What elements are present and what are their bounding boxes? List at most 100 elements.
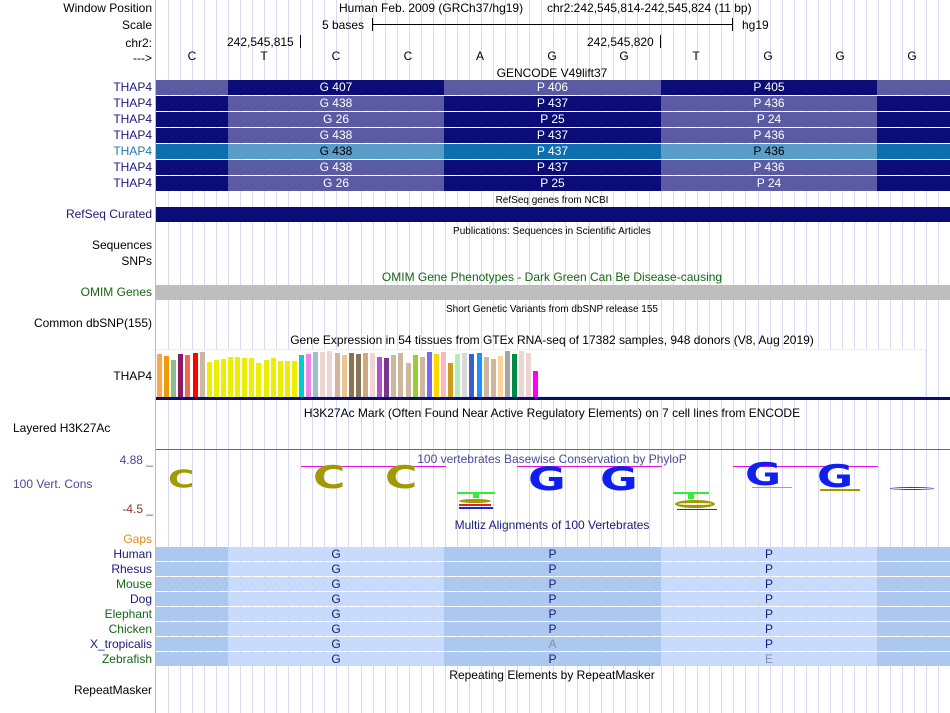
gencode-transcript[interactable]: G 26 P 25 P 24 — [156, 176, 950, 191]
gencode-transcript[interactable]: G 407 P 406 P 405 — [156, 80, 950, 95]
gtex-tissue-bar[interactable] — [348, 353, 354, 397]
gtex-tissue-bar[interactable] — [306, 354, 312, 397]
gencode-transcript[interactable]: G 438 P 437 P 436 — [156, 160, 950, 175]
codon-partial[interactable] — [877, 112, 950, 127]
gtex-tissue-bar[interactable] — [341, 355, 347, 397]
codon-label[interactable]: G 26 — [228, 176, 444, 191]
gencode-row-label[interactable]: THAP4 — [113, 112, 152, 126]
refseq-track-title[interactable]: RefSeq genes from NCBI — [495, 195, 609, 206]
gtex-tissue-bar[interactable] — [299, 355, 304, 397]
codon-label[interactable]: P 437 — [444, 160, 661, 175]
gtex-tissue-bar[interactable] — [490, 359, 496, 397]
gtex-tissue-bar[interactable] — [164, 356, 170, 397]
gtex-tissue-bar[interactable] — [242, 358, 248, 397]
repeatmasker-track-title[interactable]: Repeating Elements by RepeatMasker — [449, 668, 655, 682]
gtex-tissue-bar[interactable] — [504, 351, 510, 397]
codon-label[interactable]: P 25 — [444, 176, 661, 191]
publications-label-sequences[interactable]: Sequences — [91, 238, 152, 252]
gtex-tissue-bar[interactable] — [462, 353, 468, 397]
codon-label[interactable]: G 438 — [228, 160, 444, 175]
codon-label[interactable]: P 436 — [661, 96, 877, 111]
publications-track-title[interactable]: Publications: Sequences in Scientific Ar… — [453, 226, 651, 237]
position-text[interactable]: chr2:242,545,814-242,545,824 (11 bp) — [547, 1, 752, 15]
gtex-tissue-bar[interactable] — [199, 352, 205, 397]
multiz-gaps-label[interactable]: Gaps — [123, 532, 152, 546]
gtex-tissue-bar[interactable] — [291, 361, 297, 397]
gtex-tissue-bar[interactable] — [355, 354, 361, 397]
gtex-tissue-bar[interactable] — [320, 352, 326, 397]
phylop-label[interactable]: 100 Vert. Cons — [13, 477, 93, 491]
gtex-tissue-bar[interactable] — [448, 363, 454, 397]
multiz-species-label[interactable]: Elephant — [104, 607, 152, 621]
codon-label[interactable]: P 437 — [444, 128, 661, 143]
gtex-tissue-bar[interactable] — [526, 353, 532, 397]
refseq-gene-bar[interactable] — [156, 207, 950, 222]
gencode-row-label[interactable]: THAP4 — [113, 176, 152, 190]
dbsnp-track-title[interactable]: Short Genetic Variants from dbSNP releas… — [446, 304, 658, 315]
gtex-label[interactable]: THAP4 — [113, 369, 152, 383]
omim-label[interactable]: OMIM Genes — [80, 285, 152, 299]
gtex-tissue-bar[interactable] — [362, 353, 368, 397]
multiz-species-label[interactable]: X_tropicalis — [89, 637, 152, 651]
gencode-transcript[interactable]: G 438 P 437 P 436 — [156, 96, 950, 111]
multiz-species-label[interactable]: Chicken — [108, 622, 152, 636]
gtex-tissue-bar[interactable] — [157, 354, 162, 397]
gtex-tissue-bar[interactable] — [384, 358, 390, 397]
gtex-tissue-bar[interactable] — [327, 351, 333, 397]
gtex-tissue-bar[interactable] — [235, 357, 241, 397]
codon-label[interactable]: G 407 — [228, 80, 444, 95]
gtex-track-title[interactable]: Gene Expression in 54 tissues from GTEx … — [290, 333, 814, 347]
gtex-tissue-bar[interactable] — [206, 362, 212, 397]
gtex-tissue-bar[interactable] — [405, 363, 411, 397]
codon-label[interactable]: P 437 — [444, 144, 661, 159]
gtex-tissue-bar[interactable] — [433, 354, 439, 397]
codon-partial[interactable] — [156, 144, 228, 159]
gtex-tissue-bar[interactable] — [185, 355, 191, 397]
gtex-tissue-bar[interactable] — [469, 354, 475, 397]
refseq-label[interactable]: RefSeq Curated — [65, 207, 152, 221]
gtex-tissue-bar[interactable] — [192, 353, 198, 397]
codon-label[interactable]: P 437 — [444, 96, 661, 111]
gencode-transcript[interactable]: G 438 P 437 P 436 — [156, 144, 950, 159]
multiz-track-title[interactable]: Multiz Alignments of 100 Vertebrates — [454, 518, 650, 532]
gtex-tissue-bar[interactable] — [313, 352, 319, 397]
gtex-tissue-bar[interactable] — [377, 357, 383, 397]
gtex-tissue-bar[interactable] — [497, 356, 503, 397]
gtex-tissue-bar[interactable] — [270, 358, 276, 397]
codon-partial[interactable] — [156, 80, 228, 95]
gtex-tissue-bar[interactable] — [171, 360, 177, 397]
gencode-row-label[interactable]: THAP4 — [113, 80, 152, 94]
gtex-tissue-bar[interactable] — [519, 351, 525, 397]
gtex-tissue-bar[interactable] — [220, 359, 226, 397]
codon-label[interactable]: G 26 — [228, 112, 444, 127]
codon-label[interactable]: G 438 — [228, 144, 444, 159]
codon-partial[interactable] — [156, 112, 228, 127]
codon-partial[interactable] — [877, 176, 950, 191]
gtex-tissue-bar[interactable] — [370, 353, 375, 397]
gtex-tissue-bar[interactable] — [284, 361, 290, 397]
gtex-tissue-bar[interactable] — [441, 352, 446, 397]
codon-label[interactable]: P 436 — [661, 128, 877, 143]
gtex-chart[interactable] — [156, 349, 950, 400]
gtex-tissue-bar[interactable] — [256, 363, 262, 397]
gtex-tissue-bar[interactable] — [263, 360, 269, 397]
gtex-tissue-bar[interactable] — [412, 355, 418, 397]
gencode-row-label[interactable]: THAP4 — [113, 128, 152, 142]
gtex-tissue-bar[interactable] — [455, 354, 461, 397]
codon-partial[interactable] — [156, 96, 228, 111]
codon-label[interactable]: G 438 — [228, 128, 444, 143]
gencode-transcript[interactable]: G 438 P 437 P 436 — [156, 128, 950, 143]
gtex-tissue-bar[interactable] — [178, 354, 184, 397]
gtex-tissue-bar[interactable] — [277, 361, 283, 397]
gtex-tissue-bar[interactable] — [334, 353, 340, 397]
multiz-species-label[interactable]: Human — [113, 547, 152, 561]
h3k27ac-label[interactable]: Layered H3K27Ac — [13, 421, 111, 435]
gtex-tissue-bar[interactable] — [533, 371, 539, 397]
